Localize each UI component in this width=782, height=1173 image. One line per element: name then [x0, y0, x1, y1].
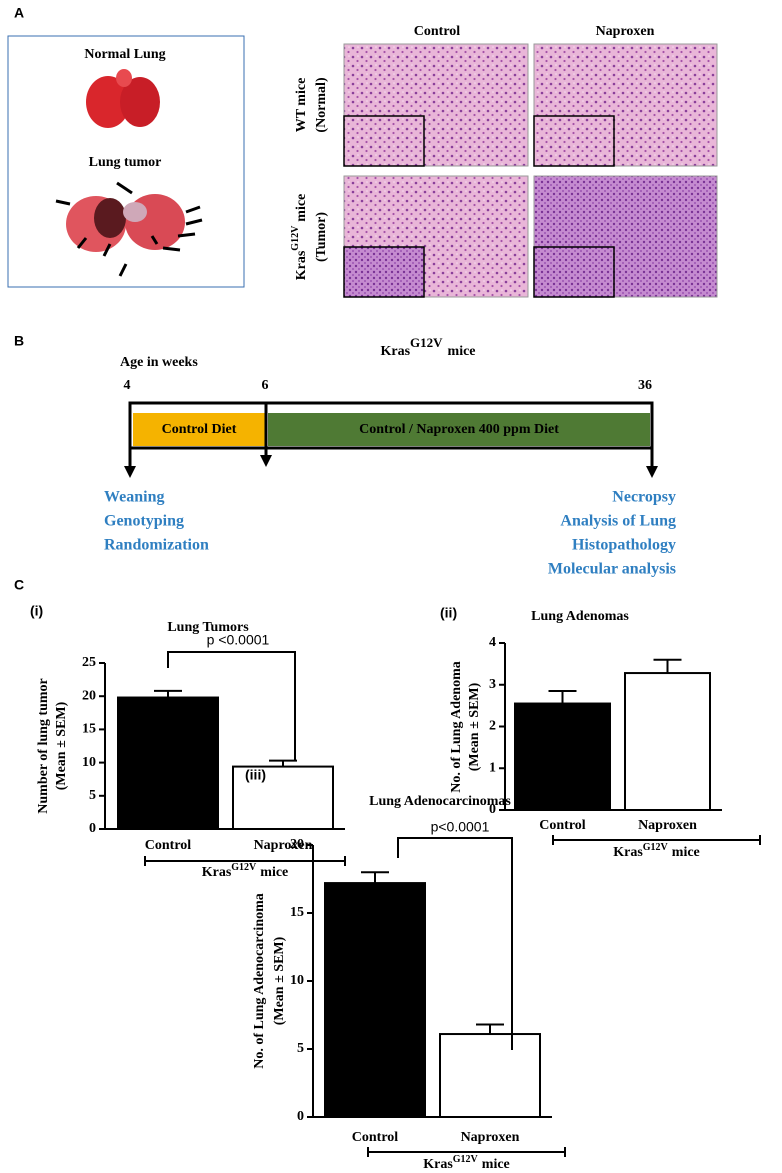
y-tick-label: 10 — [290, 973, 304, 988]
y-tick-label: 0 — [489, 802, 496, 817]
superscript: G12V — [643, 842, 669, 853]
x-tick-label: Control — [352, 1130, 399, 1145]
y-axis-label: (Mean ± SEM) — [54, 701, 69, 790]
text-part: mice — [672, 845, 700, 860]
week-label: 6 — [262, 378, 269, 393]
y-axis-label: Number of lung tumor — [36, 678, 51, 813]
panel-label: C — [14, 577, 24, 593]
y-tick-label: 15 — [290, 905, 304, 920]
phase-bar — [268, 413, 650, 446]
step-label: Randomization — [104, 537, 209, 554]
chart-title: Lung Adenomas — [531, 609, 629, 624]
week-label: 4 — [124, 378, 131, 393]
step-label: Genotyping — [104, 513, 184, 530]
chart-title: Lung Adenocarcinomas — [369, 794, 511, 809]
y-tick-label: 15 — [82, 722, 96, 737]
y-tick-label: 25 — [82, 655, 96, 670]
x-axis-label: KrasG12V mice — [202, 862, 289, 880]
step-label: Necropsy — [612, 489, 676, 506]
bar — [324, 882, 426, 1119]
week-label: 36 — [638, 378, 652, 393]
bar — [624, 672, 711, 811]
significance-bracket — [167, 651, 296, 760]
y-tick-label: 20 — [290, 837, 304, 852]
bar — [439, 1033, 541, 1119]
superscript: G12V — [453, 1154, 479, 1165]
text-part: mice — [482, 1157, 510, 1172]
y-tick-label: 5 — [89, 788, 96, 803]
significance-label: p<0.0001 — [431, 819, 490, 835]
chart-title: Lung Tumors — [167, 620, 249, 635]
panel-label: (ii) — [440, 605, 457, 621]
text-part: mice — [448, 344, 476, 359]
normal-lung-photo — [86, 69, 160, 128]
row-label: KrasG12V mice — [290, 194, 309, 281]
tumor-lung-photo — [55, 181, 203, 277]
y-tick-label: 2 — [489, 719, 496, 734]
superscript: G12V — [410, 335, 443, 350]
superscript: G12V — [290, 225, 301, 251]
row-label: (Tumor) — [314, 212, 329, 262]
axis-label: Age in weeks — [120, 355, 198, 370]
y-tick-label: 3 — [489, 677, 496, 692]
bar — [514, 702, 611, 811]
x-tick-label: Control — [145, 838, 192, 853]
panel-label: B — [14, 333, 24, 349]
panel-label: (i) — [30, 603, 43, 619]
step-label: Analysis of Lung — [560, 513, 676, 530]
y-tick-label: 10 — [82, 755, 96, 770]
phase-label: Control Diet — [162, 422, 237, 437]
x-axis-label: KrasG12V mice — [423, 1154, 510, 1172]
text-part: Kras — [380, 344, 410, 359]
text-part: Kras — [294, 250, 309, 280]
step-label: Histopathology — [572, 537, 676, 554]
text-part: Kras — [423, 1157, 453, 1172]
x-tick-label: Control — [539, 818, 586, 833]
arrowheads — [124, 455, 658, 478]
y-tick-label: 5 — [297, 1041, 304, 1056]
y-axis-label: (Mean ± SEM) — [467, 682, 482, 771]
significance-label: p <0.0001 — [207, 632, 270, 648]
significance-bracket — [397, 837, 513, 1050]
timeline-title: KrasG12V mice — [380, 335, 475, 359]
y-axis-label: No. of Lung Adenoma — [449, 661, 464, 792]
y-tick-label: 1 — [489, 760, 496, 775]
y-axis-label: No. of Lung Adenocarcinoma — [252, 893, 267, 1069]
photo-title: Lung tumor — [89, 155, 162, 170]
phase-bar — [133, 413, 266, 446]
text-part: Kras — [613, 845, 643, 860]
arrows — [128, 448, 654, 468]
text-part: mice — [260, 865, 288, 880]
y-tick-label: 20 — [82, 688, 96, 703]
text-part: mice — [294, 194, 309, 222]
y-tick-label: 0 — [89, 821, 96, 836]
x-axis-label: KrasG12V mice — [613, 842, 700, 860]
x-tick-label: Naproxen — [638, 818, 697, 833]
y-tick-label: 4 — [489, 635, 496, 650]
y-tick-label: 0 — [297, 1109, 304, 1124]
x-tick-label: Naproxen — [461, 1130, 520, 1145]
photo-title: Normal Lung — [84, 47, 165, 62]
row-label: (Normal) — [314, 77, 329, 133]
histology-images — [343, 43, 718, 298]
row-label: WT mice — [294, 78, 309, 133]
panel-label: A — [14, 5, 24, 21]
y-axis-label: (Mean ± SEM) — [272, 936, 287, 1025]
phase-label: Control / Naproxen 400 ppm Diet — [359, 422, 559, 437]
superscript: G12V — [231, 862, 257, 873]
x-tick-label: Naproxen — [254, 838, 313, 853]
column-header: Control — [414, 24, 461, 39]
panel-label: (iii) — [245, 767, 266, 783]
step-label: Molecular analysis — [548, 561, 676, 578]
column-header: Naproxen — [596, 24, 655, 39]
step-label: Weaning — [104, 489, 164, 506]
bar — [232, 765, 334, 830]
text-part: Kras — [202, 865, 232, 880]
bar — [117, 696, 219, 831]
